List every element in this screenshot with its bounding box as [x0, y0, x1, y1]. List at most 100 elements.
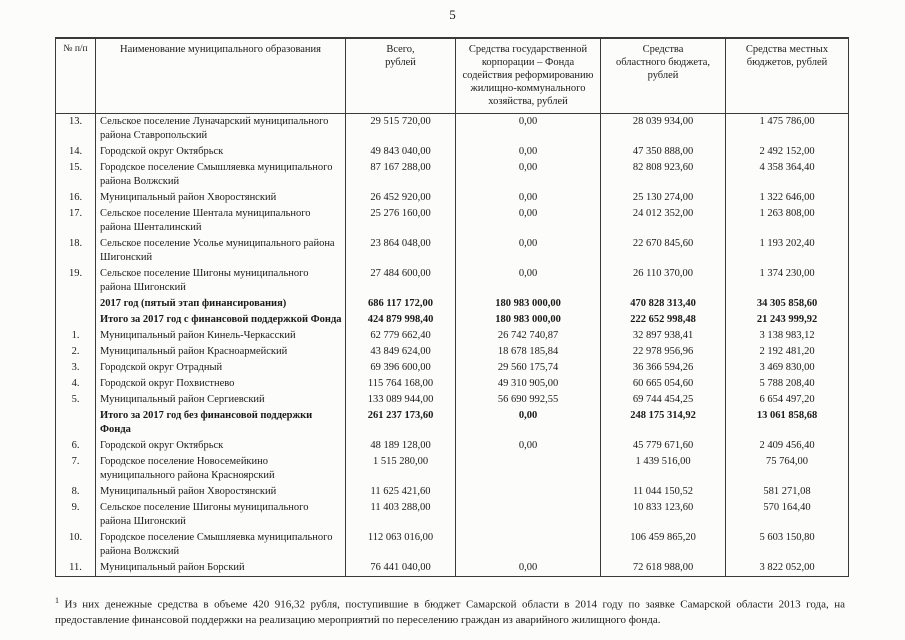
cell-num: 8.	[55, 484, 96, 500]
cell-total: 112 063 016,00	[345, 530, 456, 560]
cell-num	[55, 296, 96, 312]
cell-regional: 22 978 956,96	[600, 344, 726, 360]
cell-num: 10.	[55, 530, 96, 560]
cell-total: 686 117 172,00	[345, 296, 456, 312]
cell-fund	[455, 500, 601, 530]
cell-name: Муниципальный район Хворостянский	[95, 484, 346, 500]
cell-num: 7.	[55, 454, 96, 484]
cell-total: 11 403 288,00	[345, 500, 456, 530]
table-row: 2. Муниципальный район Красноармейский 43 …	[55, 344, 849, 360]
cell-num: 6.	[55, 438, 96, 454]
cell-name: Городской округ Похвистнево	[95, 376, 346, 392]
cell-local: 75 764,00	[725, 454, 849, 484]
cell-num: 9.	[55, 500, 96, 530]
cell-regional: 248 175 314,92	[600, 408, 726, 438]
cell-total: 49 843 040,00	[345, 144, 456, 160]
cell-local: 4 358 364,40	[725, 160, 849, 190]
cell-fund: 0,00	[455, 144, 601, 160]
table-row: 3. Городской округ Отрадный 69 396 600,00 2…	[55, 360, 849, 376]
cell-regional: 222 652 998,48	[600, 312, 726, 328]
cell-name: Городской округ Октябрьск	[95, 438, 346, 454]
cell-local: 581 271,08	[725, 484, 849, 500]
cell-local: 1 322 646,00	[725, 190, 849, 206]
budget-table: № п/п Наименование муниципального образо…	[55, 37, 849, 577]
cell-regional: 60 665 054,60	[600, 376, 726, 392]
cell-local: 3 469 830,00	[725, 360, 849, 376]
cell-num: 19.	[55, 266, 96, 296]
table-row: 8. Муниципальный район Хворостянский 11 62…	[55, 484, 849, 500]
table-row: 14. Городской округ Октябрьск 49 843 040,0…	[55, 144, 849, 160]
cell-local: 6 654 497,20	[725, 392, 849, 408]
table-row: 19. Сельское поселение Шигоны муниципальн…	[55, 266, 849, 296]
cell-regional: 22 670 845,60	[600, 236, 726, 266]
table-row: 5. Муниципальный район Сергиевский 133 089…	[55, 392, 849, 408]
cell-regional: 470 828 313,40	[600, 296, 726, 312]
cell-total: 133 089 944,00	[345, 392, 456, 408]
cell-name: Сельское поселение Шигоны муниципального…	[95, 500, 346, 530]
footnote-text: Из них денежные средства в объеме 420 91…	[55, 598, 845, 626]
cell-fund: 0,00	[455, 190, 601, 206]
table-body: 13. Сельское поселение Луначарский муници…	[55, 113, 849, 577]
footnote: 1 Из них денежные средства в объеме 420 …	[55, 593, 845, 628]
cell-name: Муниципальный район Борский	[95, 560, 346, 577]
cell-regional: 26 110 370,00	[600, 266, 726, 296]
page-number: 5	[449, 7, 456, 22]
cell-total: 69 396 600,00	[345, 360, 456, 376]
cell-regional: 24 012 352,00	[600, 206, 726, 236]
cell-total: 25 276 160,00	[345, 206, 456, 236]
cell-num: 4.	[55, 376, 96, 392]
cell-fund: 180 983 000,00	[455, 312, 601, 328]
cell-fund: 26 742 740,87	[455, 328, 601, 344]
cell-total: 29 515 720,00	[345, 113, 456, 144]
cell-total: 26 452 920,00	[345, 190, 456, 206]
cell-local: 3 138 983,12	[725, 328, 849, 344]
cell-total: 87 167 288,00	[345, 160, 456, 190]
cell-local: 1 193 202,40	[725, 236, 849, 266]
cell-fund: 0,00	[455, 266, 601, 296]
cell-total: 76 441 040,00	[345, 560, 456, 577]
cell-total: 23 864 048,00	[345, 236, 456, 266]
header-fund: Средства государственной корпорации – Фо…	[455, 37, 601, 114]
table-row: 16. Муниципальный район Хворостянский 26 4…	[55, 190, 849, 206]
cell-name: Сельское поселение Усолье муниципального…	[95, 236, 346, 266]
cell-name: Муниципальный район Сергиевский	[95, 392, 346, 408]
header-total: Всего, рублей	[345, 37, 456, 114]
table-row: 15. Городское поселение Смышляевка муници…	[55, 160, 849, 190]
cell-total: 1 515 280,00	[345, 454, 456, 484]
cell-regional: 28 039 934,00	[600, 113, 726, 144]
cell-name: Итого за 2017 год с финансовой поддержко…	[95, 312, 346, 328]
cell-regional: 10 833 123,60	[600, 500, 726, 530]
table-row: 2017 год (пятый этап финансирования) 686 …	[55, 296, 849, 312]
table-header: № п/п Наименование муниципального образо…	[55, 37, 849, 114]
cell-num: 14.	[55, 144, 96, 160]
header-regional: Средства областного бюджета, рублей	[600, 37, 726, 114]
cell-local: 13 061 858,68	[725, 408, 849, 438]
cell-fund	[455, 530, 601, 560]
cell-total: 11 625 421,60	[345, 484, 456, 500]
cell-total: 43 849 624,00	[345, 344, 456, 360]
cell-fund	[455, 484, 601, 500]
cell-fund: 0,00	[455, 438, 601, 454]
cell-regional: 11 044 150,52	[600, 484, 726, 500]
cell-regional: 1 439 516,00	[600, 454, 726, 484]
cell-fund: 56 690 992,55	[455, 392, 601, 408]
cell-regional: 36 366 594,26	[600, 360, 726, 376]
cell-total: 424 879 998,40	[345, 312, 456, 328]
cell-fund: 0,00	[455, 206, 601, 236]
cell-local: 1 263 808,00	[725, 206, 849, 236]
table-row: 1. Муниципальный район Кинель-Черкасский 6…	[55, 328, 849, 344]
cell-local: 1 374 230,00	[725, 266, 849, 296]
cell-name: Городское поселение Смышляевка муниципал…	[95, 160, 346, 190]
cell-name: Муниципальный район Красноармейский	[95, 344, 346, 360]
cell-name: Городской округ Октябрьск	[95, 144, 346, 160]
cell-local: 1 475 786,00	[725, 113, 849, 144]
cell-regional: 82 808 923,60	[600, 160, 726, 190]
cell-total: 62 779 662,40	[345, 328, 456, 344]
cell-num: 3.	[55, 360, 96, 376]
cell-fund: 0,00	[455, 560, 601, 577]
cell-name: Итого за 2017 год без финансовой поддерж…	[95, 408, 346, 438]
cell-fund: 29 560 175,74	[455, 360, 601, 376]
cell-num: 11.	[55, 560, 96, 577]
cell-local: 5 603 150,80	[725, 530, 849, 560]
cell-fund: 49 310 905,00	[455, 376, 601, 392]
